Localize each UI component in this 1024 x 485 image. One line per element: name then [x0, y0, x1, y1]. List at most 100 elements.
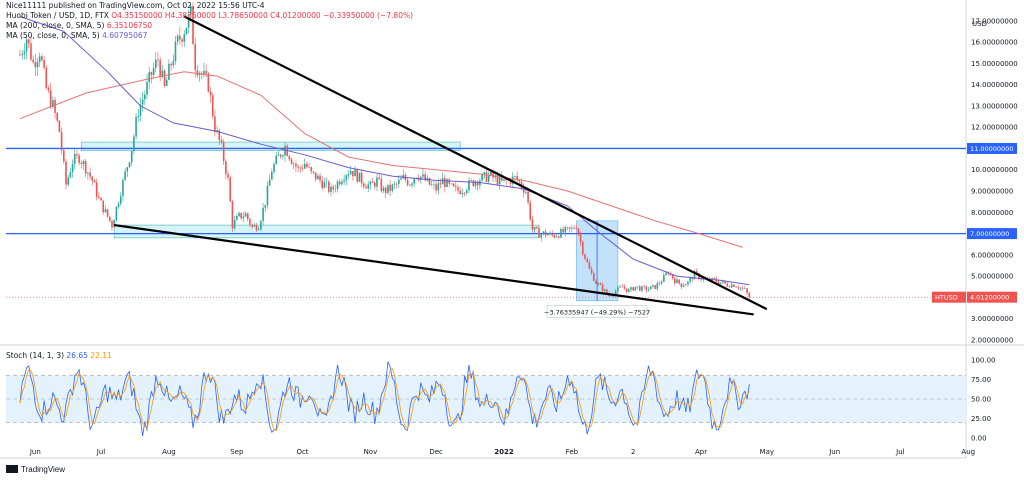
- candle: [586, 257, 589, 263]
- candle-body: [225, 161, 227, 175]
- candle-body: [122, 179, 124, 197]
- candle: [387, 184, 389, 195]
- candle-body: [649, 286, 652, 290]
- candle-body: [292, 163, 295, 165]
- candle-body: [400, 178, 402, 180]
- candle: [58, 120, 61, 133]
- measure-label-bg: [546, 305, 648, 318]
- stoch-legend[interactable]: Stoch (14, 1, 3) 26.65 22.11: [6, 351, 112, 360]
- candle: [441, 172, 444, 185]
- symbol-name[interactable]: Huobi Token / USD, 1D, FTX: [6, 11, 109, 20]
- candle: [474, 180, 477, 190]
- time-tick-label: Jun: [29, 448, 41, 456]
- candle-body: [584, 254, 586, 259]
- symbol-legend: Huobi Token / USD, 1D, FTX O4.35150000 H…: [6, 11, 413, 20]
- candle: [104, 205, 107, 213]
- candle: [363, 182, 365, 190]
- candle: [636, 286, 639, 290]
- candle-body: [433, 184, 435, 185]
- candle-body: [330, 186, 332, 192]
- price-tick-label: 6.00000000: [971, 251, 1013, 259]
- candle: [483, 171, 486, 179]
- candle: [211, 92, 214, 119]
- candle-body: [19, 54, 21, 56]
- candle: [49, 82, 52, 109]
- candle-body: [163, 70, 166, 86]
- candle-body: [514, 176, 516, 177]
- candle: [433, 180, 435, 190]
- candle-body: [82, 161, 85, 165]
- ma50-label: MA (50, close, 0, SMA, 5): [6, 31, 100, 40]
- candle: [172, 54, 175, 69]
- candle-body: [271, 172, 273, 180]
- stoch-k-line: [19, 361, 750, 437]
- candle: [422, 168, 424, 180]
- candle-body: [84, 161, 87, 174]
- time-tick-label: 2022: [494, 448, 514, 456]
- candle: [522, 183, 525, 198]
- candle: [157, 51, 159, 67]
- candle-body: [347, 174, 350, 176]
- candle: [511, 172, 514, 188]
- candle: [34, 53, 37, 77]
- candle-body: [373, 182, 376, 187]
- candle-body: [349, 170, 352, 175]
- candle-body: [268, 179, 271, 186]
- candle-body: [511, 176, 514, 184]
- candle: [198, 71, 201, 82]
- candle: [553, 234, 556, 239]
- candle-body: [643, 286, 645, 288]
- candle-body: [568, 227, 571, 229]
- candle-body: [579, 234, 582, 242]
- candle: [647, 286, 650, 292]
- candle-body: [23, 51, 26, 54]
- candle: [744, 285, 746, 290]
- candle-body: [310, 167, 313, 172]
- candle: [65, 158, 67, 190]
- candle: [255, 222, 258, 233]
- candle-body: [748, 292, 751, 298]
- candle-body: [54, 99, 56, 113]
- stoch-k-value: 26.65: [66, 351, 88, 360]
- candle: [435, 180, 437, 194]
- candle-body: [181, 39, 183, 42]
- candle-body: [183, 34, 186, 42]
- time-tick-label: Jul: [96, 448, 106, 456]
- candle: [577, 227, 580, 237]
- stoch-tick-label: 75.00: [971, 376, 991, 384]
- candle: [124, 167, 126, 182]
- candle-body: [176, 35, 179, 42]
- candle-body: [205, 70, 207, 74]
- candle-body: [555, 236, 558, 238]
- publish-info: Nice11111 published on TradingView.com, …: [6, 1, 265, 10]
- candle-body: [562, 229, 564, 233]
- candle: [240, 212, 242, 220]
- candle: [174, 35, 177, 65]
- candles: [19, 2, 751, 300]
- candle-body: [441, 178, 444, 185]
- candle: [628, 288, 630, 293]
- candle-body: [623, 286, 626, 289]
- candle: [43, 56, 45, 70]
- ma200-legend[interactable]: MA (200, close, 0, SMA, 5) 6.35106750: [6, 21, 152, 30]
- candle: [687, 280, 689, 287]
- candle-body: [41, 56, 43, 61]
- candle: [25, 36, 28, 60]
- ma50-legend[interactable]: MA (50, close, 0, SMA, 5) 4.60795067: [6, 31, 147, 40]
- candle-body: [168, 63, 170, 80]
- candle-body: [645, 286, 648, 291]
- candle: [312, 170, 315, 175]
- candle: [544, 228, 547, 238]
- candle-body: [124, 171, 126, 180]
- price-tick-label: 5.00000000: [971, 273, 1013, 281]
- candle: [170, 62, 172, 72]
- tradingview-logo[interactable]: TradingView: [6, 465, 65, 474]
- candle: [225, 158, 227, 180]
- candle: [209, 86, 212, 103]
- candle: [84, 159, 87, 178]
- candle: [341, 178, 343, 186]
- candle: [645, 285, 648, 293]
- candle: [674, 276, 676, 286]
- last-price-badge: [967, 291, 1017, 303]
